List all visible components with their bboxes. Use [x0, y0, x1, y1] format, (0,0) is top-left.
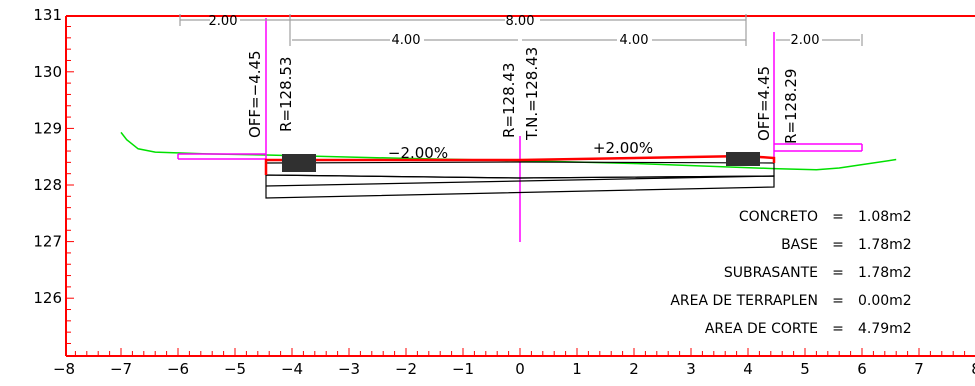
x-tick-label: −6	[167, 360, 189, 378]
y-tick-label: 129	[33, 119, 62, 137]
off-left-label: OFF=−4.45	[246, 50, 264, 138]
area-label-corte: AREA DE CORTE	[705, 321, 818, 337]
y-tick-label: 130	[33, 63, 62, 81]
area-value-concreto: 1.08m2	[858, 209, 912, 225]
slope-left-label: −2.00%	[388, 144, 448, 162]
area-label-terraplen: AREA DE TERRAPLEN	[670, 293, 818, 309]
r-center-label: R=128.43	[500, 63, 518, 138]
x-tick-label: 4	[743, 360, 753, 378]
area-eq-base: =	[832, 237, 844, 253]
x-tick-label: −8	[53, 360, 75, 378]
area-value-base: 1.78m2	[858, 237, 912, 253]
y-tick-label: 131	[33, 6, 62, 24]
curb-left-block	[282, 154, 316, 172]
dimension-lines	[179, 14, 863, 46]
area-label-base: BASE	[781, 237, 818, 253]
dim-right-outer-label: 2.00	[791, 33, 820, 48]
x-tick-label: 2	[629, 360, 639, 378]
x-tick-label: 7	[914, 360, 924, 378]
x-tick-label: −3	[338, 360, 360, 378]
x-tick-label: −2	[395, 360, 417, 378]
area-label-concreto: CONCRETO	[739, 209, 818, 225]
x-tick-label: −7	[110, 360, 132, 378]
dim-left-inner-label: 4.00	[392, 33, 421, 48]
tn-center-label: T.N.=128.43	[523, 47, 541, 141]
area-value-terraplen: 0.00m2	[858, 293, 912, 309]
area-value-subrasante: 1.78m2	[858, 265, 912, 281]
y-tick-label: 126	[33, 289, 62, 307]
annotation-labels: 2.00 8.00 4.00 4.00 2.00 OFF=−4.45 R=128…	[209, 14, 912, 337]
area-table: CONCRETO = 1.08m2 BASE = 1.78m2 SUBRASAN…	[670, 209, 911, 337]
slope-right-label: +2.00%	[593, 139, 653, 157]
pavement-surface	[264, 154, 776, 175]
axis-frame: 131 130 129 128 127 126 −8 −7 −6 −5 −4 −3 −2 −1 0 1 2 3 4 5…	[33, 6, 975, 378]
x-tick-label: 5	[800, 360, 810, 378]
x-tick-label: −1	[452, 360, 474, 378]
x-tick-label: 0	[515, 360, 525, 378]
area-eq-concreto: =	[832, 209, 844, 225]
r-left-label: R=128.53	[277, 57, 295, 132]
x-tick-label: −4	[281, 360, 303, 378]
curb-right-block	[726, 152, 760, 166]
subgrade-line	[265, 175, 775, 187]
y-tick-label: 127	[33, 233, 62, 251]
dim-total-label: 8.00	[506, 14, 535, 29]
off-right-label: OFF=4.45	[755, 66, 773, 141]
area-value-corte: 4.79m2	[858, 321, 912, 337]
area-eq-corte: =	[832, 321, 844, 337]
dim-right-inner-label: 4.00	[620, 33, 649, 48]
area-eq-terraplen: =	[832, 293, 844, 309]
offset-guides	[177, 18, 863, 242]
x-tick-label: 3	[686, 360, 696, 378]
area-label-subrasante: SUBRASANTE	[724, 265, 818, 281]
dim-left-outer-label: 2.00	[209, 14, 238, 29]
x-tick-label: 8	[971, 360, 975, 378]
y-tick-label: 128	[33, 176, 62, 194]
pavement-section	[264, 152, 776, 199]
x-tick-label: 1	[572, 360, 582, 378]
x-tick-label: −5	[224, 360, 246, 378]
r-right-label: R=128.29	[782, 69, 800, 144]
area-eq-subrasante: =	[832, 265, 844, 281]
x-tick-label: 6	[857, 360, 867, 378]
base-layer	[265, 174, 775, 199]
